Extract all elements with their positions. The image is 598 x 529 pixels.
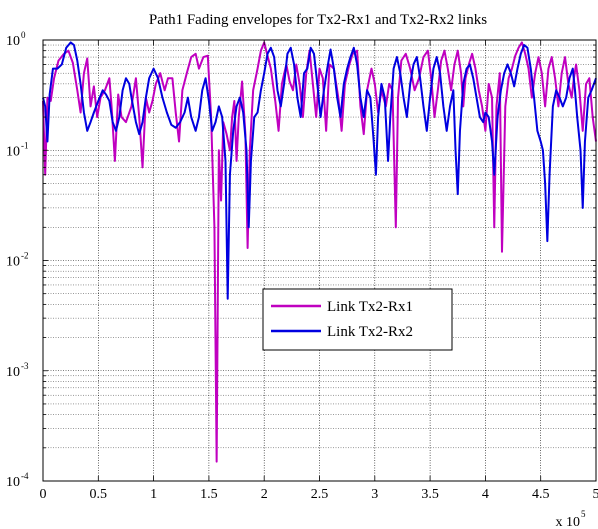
tick-marks bbox=[42, 40, 597, 482]
legend: Link Tx2-Rx1 Link Tx2-Rx2 bbox=[262, 288, 453, 351]
y-tick-exponent: -2 bbox=[21, 251, 29, 261]
x-tick-label: 2.5 bbox=[311, 487, 329, 502]
y-tick-base: 10 bbox=[6, 34, 20, 49]
series-layer bbox=[42, 41, 597, 463]
y-tick-label: 10 -2 bbox=[6, 251, 29, 270]
y-tick-exponent: -1 bbox=[21, 140, 29, 150]
y-tick-base: 10 bbox=[6, 365, 20, 380]
x-tick-label: 2 bbox=[261, 487, 268, 502]
x-tick-label: 3 bbox=[371, 487, 378, 502]
x-tick-labels: 0 0.5 1 1.5 2 2.5 3 3.5 4 4.5 5 bbox=[40, 487, 598, 502]
x-multiplier-exponent: 5 bbox=[581, 509, 586, 519]
x-tick-label: 0 bbox=[40, 487, 47, 502]
y-tick-label: 10 -1 bbox=[6, 140, 29, 159]
y-tick-label: 10 0 bbox=[6, 30, 26, 49]
x-tick-label: 4.5 bbox=[532, 487, 550, 502]
x-tick-label: 3.5 bbox=[421, 487, 439, 502]
chart-title: Path1 Fading envelopes for Tx2-Rx1 and T… bbox=[149, 12, 487, 28]
x-tick-label: 5 bbox=[593, 487, 598, 502]
x-tick-label: 0.5 bbox=[90, 487, 108, 502]
series-line-2 bbox=[42, 41, 597, 300]
x-tick-label: 4 bbox=[482, 487, 489, 502]
x-axis-multiplier: x 105 bbox=[556, 509, 587, 529]
x-tick-label: 1 bbox=[150, 487, 157, 502]
y-tick-exponent: 0 bbox=[21, 30, 26, 40]
x-multiplier-base: x 10 bbox=[556, 515, 581, 529]
legend-label-2: Link Tx2-Rx2 bbox=[327, 324, 413, 340]
series-line-1 bbox=[42, 41, 597, 463]
y-tick-label: 10 -3 bbox=[6, 361, 29, 380]
legend-label-1: Link Tx2-Rx1 bbox=[327, 299, 413, 315]
y-tick-base: 10 bbox=[6, 144, 20, 159]
y-tick-exponent: -4 bbox=[21, 471, 29, 481]
y-tick-label: 10 -4 bbox=[6, 471, 29, 490]
y-tick-exponent: -3 bbox=[21, 361, 29, 371]
x-tick-label: 1.5 bbox=[200, 487, 218, 502]
legend-box bbox=[262, 288, 453, 351]
y-tick-base: 10 bbox=[6, 255, 20, 270]
y-tick-base: 10 bbox=[6, 475, 20, 490]
